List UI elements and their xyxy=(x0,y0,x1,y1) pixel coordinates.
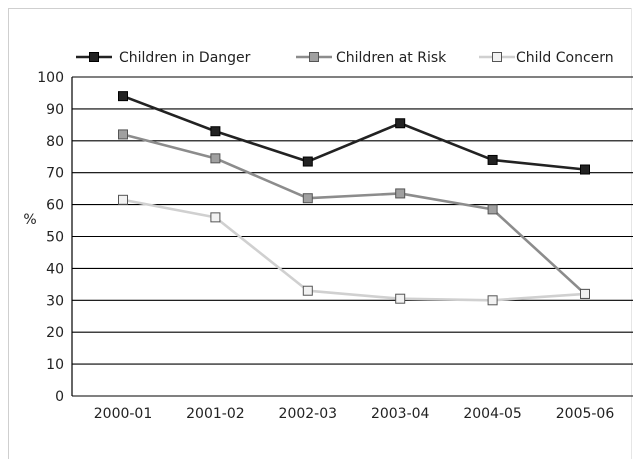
series-group xyxy=(118,91,590,306)
data-point-child-concern-2002-03 xyxy=(302,285,313,296)
data-point-children-in-danger-2001-02 xyxy=(210,126,221,137)
data-point-children-in-danger-2000-01 xyxy=(118,91,128,102)
data-point-children-at-risk-2004-05 xyxy=(487,204,498,215)
data-point-child-concern-2000-01 xyxy=(118,194,128,205)
x-tick-label-2000-01: 2000-01 xyxy=(94,406,153,422)
series-line-children-at-risk xyxy=(122,133,586,295)
y-axis: 0 10 20 30 40 50 60 70 80 90 100 xyxy=(37,70,73,405)
y-tick-label-100: 100 xyxy=(37,70,64,86)
legend: Children in Danger Children at Risk Child … xyxy=(76,50,614,66)
data-point-child-concern-2005-06 xyxy=(580,288,590,299)
y-tick-label-90: 90 xyxy=(46,102,64,118)
series-line-child-concern xyxy=(122,198,586,302)
data-point-children-in-danger-2004-05 xyxy=(487,154,498,165)
legend-marker-children-in-danger xyxy=(89,52,99,62)
data-point-children-at-risk-2001-02 xyxy=(210,153,221,164)
x-tick-label-2001-02: 2001-02 xyxy=(186,406,245,422)
data-point-children-at-risk-2003-04 xyxy=(395,188,406,199)
data-point-children-at-risk-2000-01 xyxy=(118,129,128,140)
y-tick-label-70: 70 xyxy=(46,166,64,182)
x-tick-label-2005-06: 2005-06 xyxy=(556,406,615,422)
data-point-child-concern-2003-04 xyxy=(395,293,406,304)
legend-label-child-concern: Child Concern xyxy=(516,50,614,66)
y-tick-label-60: 60 xyxy=(46,198,64,214)
y-tick-label-40: 40 xyxy=(46,261,64,277)
y-tick-label-30: 30 xyxy=(46,293,64,309)
x-axis: 2000-01 2001-02 2002-03 2003-04 2004-05 2005-… xyxy=(94,406,615,422)
series-line-children-in-danger xyxy=(122,94,586,171)
data-point-children-in-danger-2003-04 xyxy=(395,118,406,129)
x-tick-label-2002-03: 2002-03 xyxy=(279,406,338,422)
data-point-children-at-risk-2002-03 xyxy=(302,193,313,204)
grid-lines xyxy=(72,76,633,397)
data-point-child-concern-2001-02 xyxy=(210,212,221,223)
legend-marker-child-concern xyxy=(492,52,502,62)
y-tick-label-50: 50 xyxy=(46,230,64,246)
x-tick-label-2003-04: 2003-04 xyxy=(371,406,430,422)
x-tick-label-2004-05: 2004-05 xyxy=(463,406,522,422)
y-tick-label-0: 0 xyxy=(55,389,64,405)
y-tick-label-80: 80 xyxy=(46,134,64,150)
legend-label-children-in-danger: Children in Danger xyxy=(119,50,251,66)
legend-marker-children-at-risk xyxy=(309,52,319,62)
y-tick-label-10: 10 xyxy=(46,357,64,373)
data-point-children-in-danger-2005-06 xyxy=(580,164,590,175)
y-axis-label: % xyxy=(23,212,36,228)
legend-label-children-at-risk: Children at Risk xyxy=(336,50,447,66)
data-point-child-concern-2004-05 xyxy=(487,295,498,306)
data-point-children-in-danger-2002-03 xyxy=(302,156,313,167)
y-tick-label-20: 20 xyxy=(46,325,64,341)
